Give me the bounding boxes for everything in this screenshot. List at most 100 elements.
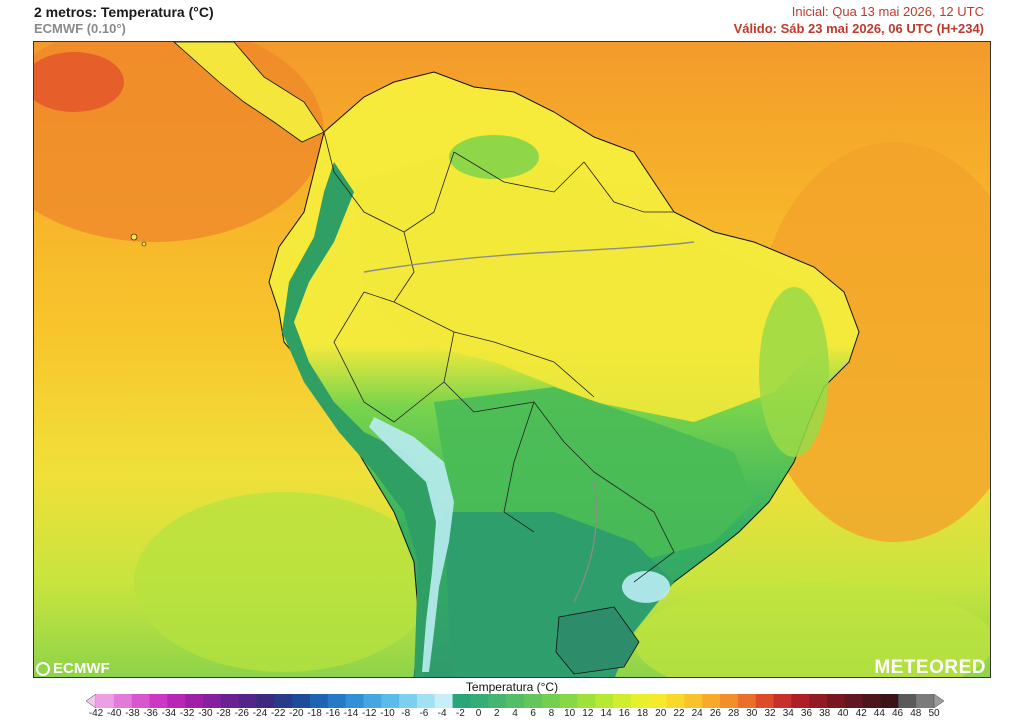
- colorbar-tick-label: 28: [728, 708, 740, 719]
- colorbar-tick-label: -38: [125, 708, 140, 719]
- colorbar-tick-label: -8: [401, 708, 411, 719]
- colorbar-tick-label: 14: [600, 708, 612, 719]
- colorbar-swatch: [309, 694, 329, 708]
- colorbar-swatch: [880, 694, 899, 708]
- colorbar-swatch: [595, 694, 614, 708]
- colorbar-swatch: [202, 694, 222, 708]
- colorbar-swatch: [345, 694, 364, 708]
- header-right: Inicial: Qua 13 mai 2026, 12 UTC Válido:…: [734, 3, 984, 37]
- parana-river: [573, 481, 598, 603]
- colorbar-tick-label: -18: [307, 708, 322, 719]
- colorbar-swatch: [630, 694, 650, 708]
- colorbar-swatch: [238, 694, 257, 708]
- colorbar-swatch: [434, 694, 454, 708]
- colorbar-tick-label: 2: [494, 708, 500, 719]
- colorbar-tick-label: 42: [855, 708, 867, 719]
- amazon-river: [363, 241, 695, 273]
- andes-cold-peaks: [369, 417, 454, 672]
- hot-spot: [34, 52, 124, 112]
- header-left: 2 metros: Temperatura (°C) ECMWF (0.10°): [34, 3, 214, 37]
- colorbar-swatch: [363, 694, 382, 708]
- colorbar-tick-label: 4: [512, 708, 518, 719]
- uruguay-area: [555, 606, 640, 675]
- colorbar-tick-label: 38: [819, 708, 831, 719]
- colorbar-swatch: [684, 694, 703, 708]
- colorbar-tick-label: -26: [234, 708, 249, 719]
- colorbar-tick-label: -10: [380, 708, 395, 719]
- colorbar-tick-label: 34: [782, 708, 794, 719]
- colorbar-tick-label: 22: [673, 708, 685, 719]
- guiana-highlands: [449, 135, 539, 179]
- galapagos-islands: [130, 233, 138, 241]
- colorbar-swatch: [720, 694, 739, 708]
- colorbar-swatch: [488, 694, 507, 708]
- colorbar-tick-label: 36: [800, 708, 813, 719]
- colorbar-tick-label: 48: [910, 708, 922, 719]
- colorbar-tick-label: 32: [764, 708, 776, 719]
- colorbar-tick-label: 6: [530, 708, 536, 719]
- colorbar-swatch: [613, 694, 632, 708]
- colorbar-swatch: [916, 694, 935, 708]
- temperature-map[interactable]: [33, 41, 991, 678]
- model-subtitle: ECMWF (0.10°): [34, 21, 126, 36]
- brazil-east-highlands: [759, 287, 829, 457]
- colorbar-swatch: [131, 694, 150, 708]
- colorbar-tick-label: -40: [106, 708, 122, 719]
- colorbar-tick-label: -16: [325, 708, 341, 719]
- colorbar-swatch: [416, 694, 436, 708]
- colorbar-swatch: [167, 694, 186, 708]
- colorbar-swatch: [220, 694, 240, 708]
- valid-time: Válido: Sáb 23 mai 2026, 06 UTC (H+234): [733, 21, 984, 36]
- colorbar-tick-label: 26: [709, 708, 721, 719]
- meteored-logo: METEORED: [874, 657, 986, 678]
- colorbar-swatch: [113, 694, 133, 708]
- colorbar-swatch: [809, 694, 828, 708]
- colorbar-tick-label: -12: [362, 708, 377, 719]
- amazon-warm-area: [354, 152, 824, 422]
- colorbar-labels: -42 -40 -38 -36 -34 -32 -30 -28 -26 -24 -22 -20 -18-…: [0, 708, 1024, 720]
- colorbar-tick-label: 20: [655, 708, 667, 719]
- colorbar-tick-label: -34: [161, 708, 177, 719]
- colorbar-swatch: [862, 694, 882, 708]
- colorbar-tick-label: -6: [419, 708, 429, 719]
- colorbar-tick-label: -32: [179, 708, 195, 719]
- colorbar-swatch: [666, 694, 685, 708]
- colorbar-tick-label: -30: [198, 708, 213, 719]
- map-svg: [34, 42, 990, 677]
- colorbar-swatch: [256, 694, 275, 708]
- colorbar-swatch: [274, 694, 293, 708]
- colorbar-swatch: [844, 694, 864, 708]
- colorbar-tick-label: 40: [837, 708, 849, 719]
- ecmwf-logo: ECMWF: [36, 660, 110, 677]
- colorbar-swatch: [577, 694, 596, 708]
- colorbar-swatch: [381, 694, 400, 708]
- initial-time: Inicial: Qua 13 mai 2026, 12 UTC: [791, 4, 984, 19]
- temperature-colorbar: [86, 694, 944, 708]
- colorbar-swatch: [737, 694, 757, 708]
- colorbar-swatch: [523, 694, 543, 708]
- colorbar-swatch: [773, 694, 792, 708]
- colorbar-swatch: [648, 694, 668, 708]
- colorbar-max-arrow: [933, 694, 944, 708]
- colorbar-swatch: [399, 694, 418, 708]
- colorbar-swatch: [470, 694, 489, 708]
- colorbar-tick-label: -2: [455, 708, 465, 719]
- colorbar-tick-label: -22: [270, 708, 286, 719]
- colorbar-tick-label: 0: [475, 708, 482, 719]
- andes-range: [282, 162, 439, 677]
- ecmwf-logo-icon: [36, 661, 50, 676]
- colorbar-tick-label: 30: [746, 708, 758, 719]
- central-america: [173, 42, 325, 143]
- south-brazil-cold-patch: [622, 571, 670, 603]
- colorbar-swatch: [827, 694, 846, 708]
- colorbar-swatch: [327, 694, 347, 708]
- colorbar-swatch: [292, 694, 311, 708]
- colorbar-swatch: [452, 694, 471, 708]
- colorbar-tick-label: -28: [216, 708, 231, 719]
- colorbar-swatch: [702, 694, 721, 708]
- colorbar-tick-label: 46: [892, 708, 904, 719]
- colorbar-swatch: [755, 694, 775, 708]
- map-title: 2 metros: Temperatura (°C): [34, 4, 214, 20]
- colorbar-swatch: [791, 694, 810, 708]
- colorbar-swatch: [898, 694, 917, 708]
